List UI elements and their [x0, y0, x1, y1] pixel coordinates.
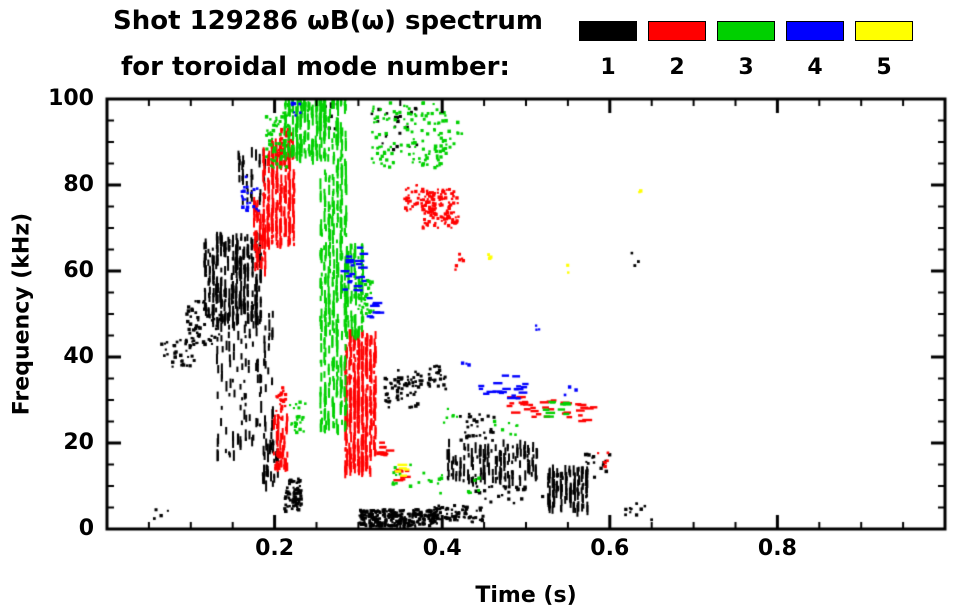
x-axis-label: Time (s): [475, 583, 577, 608]
x-tick-label: 0.2: [255, 536, 295, 561]
legend-swatch-mode-3: [717, 21, 775, 41]
x-tick-label: 0.4: [422, 536, 462, 561]
legend-swatch-mode-1: [579, 21, 637, 41]
legend-swatch-mode-5: [855, 21, 913, 41]
y-tick-label: 60: [63, 258, 94, 283]
y-tick-label: 0: [78, 516, 94, 541]
chart-subtitle: for toroidal mode number:: [121, 52, 510, 82]
legend-number-mode-5: 5: [876, 55, 892, 80]
x-tick-label: 0.8: [757, 536, 797, 561]
y-tick-label: 80: [63, 172, 94, 197]
legend-swatch-mode-4: [786, 21, 844, 41]
legend-number-mode-1: 1: [600, 55, 616, 80]
legend-number-mode-3: 3: [738, 55, 754, 80]
x-tick-label: 0.6: [590, 536, 630, 561]
y-tick-label: 40: [63, 344, 94, 369]
legend-mode-numbers: 1 2 3 4 5: [579, 55, 913, 80]
chart-title: Shot 129286 ωB(ω) spectrum: [113, 6, 543, 36]
y-tick-label: 20: [63, 430, 94, 455]
legend-swatch-mode-2: [648, 21, 706, 41]
legend: [579, 21, 913, 41]
legend-number-mode-2: 2: [669, 55, 685, 80]
legend-number-mode-4: 4: [807, 55, 823, 80]
y-tick-label: 100: [48, 86, 94, 111]
y-axis-label: Frequency (kHz): [9, 212, 35, 416]
